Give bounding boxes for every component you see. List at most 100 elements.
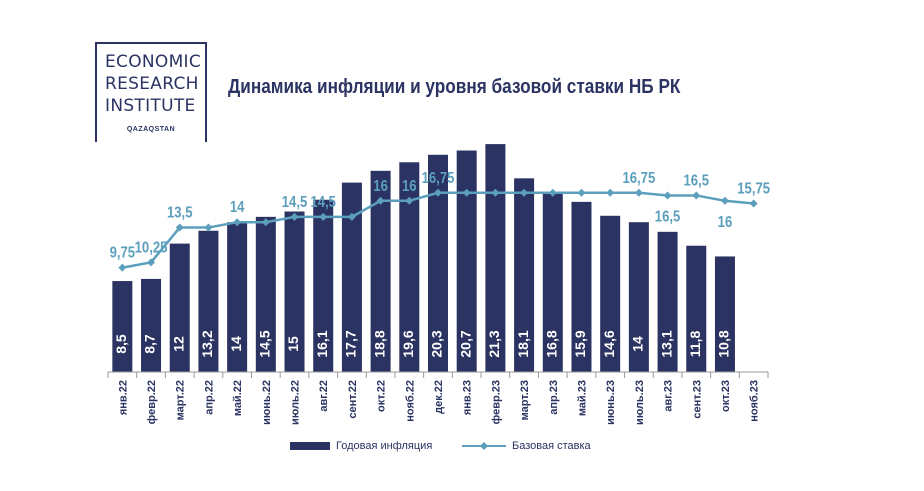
logo: ECONOMIC RESEARCH INSTITUTE QAZAQSTAN	[95, 42, 207, 142]
bar-label-5: 14,5	[257, 330, 273, 357]
bar-label-15: 16,8	[543, 330, 559, 357]
rate-point-5	[261, 218, 270, 227]
bar-label-2: 12	[170, 336, 186, 352]
legend-label-rate: Базовая ставка	[512, 440, 591, 452]
rate-label-20: 16,5	[683, 172, 709, 189]
rate-label-1: 10,25	[135, 239, 168, 256]
rate-point-20	[692, 191, 701, 200]
bar-21	[714, 256, 735, 372]
x-tick-label-4: май.22	[232, 380, 244, 416]
x-tick-label-21: окт.23	[720, 380, 732, 412]
bar-4	[227, 222, 248, 372]
rate-point-3	[204, 223, 213, 232]
bar-7	[313, 199, 334, 372]
rate-point-11	[434, 188, 442, 197]
logo-line-economic: ECONOMIC	[105, 52, 202, 72]
bar-label-7: 16,1	[314, 330, 330, 357]
rate-label-18: 16,75	[622, 170, 655, 187]
legend-line-swatch	[462, 442, 506, 450]
rate-point-15	[548, 188, 557, 197]
bar-19	[657, 231, 678, 372]
rate-label-4: 14	[230, 199, 245, 216]
logo-subtitle: QAZAQSTAN	[126, 126, 176, 133]
x-tick-label-8: сент.22	[347, 380, 359, 419]
bar-label-9: 18,8	[371, 330, 387, 357]
logo-line-research: RESEARCH	[105, 74, 199, 94]
bar-label-8: 17,7	[343, 330, 359, 357]
x-tick-label-3: апр.22	[203, 380, 215, 415]
bar-label-6: 15	[285, 336, 301, 352]
rate-point-12	[462, 188, 471, 197]
bar-12	[456, 150, 477, 372]
bar-3	[198, 230, 219, 372]
bar-label-14: 18,1	[515, 330, 531, 357]
bar-label-13: 21,3	[486, 330, 502, 357]
rate-point-6	[290, 212, 299, 221]
bar-label-12: 20,7	[457, 330, 473, 357]
x-tick-label-14: март.23	[519, 380, 531, 420]
rate-point-22	[749, 199, 758, 208]
x-tick-label-15: апр.23	[548, 380, 560, 415]
x-tick-label-10: нояб.22	[404, 380, 416, 422]
x-tick-label-22: нояб.23	[749, 380, 761, 422]
x-tick-label-12: янв.23	[462, 380, 474, 415]
rate-point-16	[577, 188, 586, 197]
bar-label-4: 14	[228, 336, 244, 352]
rate-label-9: 16	[373, 178, 388, 195]
rate-point-18	[634, 188, 643, 197]
rate-point-13	[491, 188, 500, 197]
rate-label-0: 9,75	[110, 245, 136, 262]
rate-point-1	[147, 258, 156, 267]
rate-point-10	[405, 196, 414, 205]
bar-6	[284, 211, 305, 372]
bar-label-17: 14,6	[601, 330, 617, 357]
x-tick-label-0: янв.22	[117, 380, 129, 415]
chart-title: Динамика инфляции и уровня базовой ставк…	[228, 76, 681, 98]
bar-label-11: 20,3	[429, 330, 445, 357]
rate-label-22: 15,75	[737, 180, 770, 197]
bar-label-1: 8,7	[142, 334, 158, 354]
rate-point-0	[118, 263, 127, 272]
bar-11	[428, 154, 448, 372]
rate-label-10: 16	[402, 178, 417, 195]
legend-item-rate: Базовая ставка	[462, 440, 591, 452]
bar-17	[600, 215, 621, 372]
rate-label-7: 14,5	[310, 194, 336, 211]
rate-point-17	[606, 188, 615, 197]
rate-label-6: 14,5	[282, 194, 308, 211]
bar-14	[514, 178, 535, 372]
bar-1	[141, 278, 162, 372]
rate-label-11: 16,75	[422, 170, 455, 187]
rate-label-2: 13,5	[167, 204, 193, 221]
x-tick-label-5: июнь.22	[261, 380, 273, 425]
x-tick-label-17: июнь.23	[605, 380, 617, 425]
x-tick-label-2: март.22	[175, 380, 187, 420]
bar-label-19: 13,1	[658, 330, 674, 357]
rate-label-21: 16	[718, 214, 733, 231]
bar-label-18: 14	[630, 336, 646, 352]
legend-label-inflation: Годовая инфляция	[336, 440, 433, 452]
rate-label-19: 16,5	[655, 208, 681, 225]
x-tick-label-1: февр.22	[146, 380, 158, 424]
rate-point-7	[319, 212, 328, 221]
bar-15	[542, 192, 563, 372]
bar-0	[112, 281, 133, 372]
legend-bar-swatch	[290, 442, 330, 450]
x-tick-label-11: дек.22	[433, 380, 445, 414]
bar-label-21: 10,8	[716, 330, 732, 357]
bar-8	[341, 182, 362, 372]
bar-label-0: 8,5	[113, 334, 129, 354]
x-tick-label-20: сент.23	[691, 380, 703, 419]
x-tick-label-9: окт.22	[376, 380, 388, 412]
bar-16	[571, 201, 592, 372]
bar-2	[169, 243, 190, 372]
bar-18	[628, 222, 649, 372]
x-tick-label-19: авг.23	[663, 380, 675, 412]
rate-point-14	[520, 188, 529, 197]
bar-label-20: 11,8	[687, 331, 703, 358]
rate-point-19	[663, 191, 672, 200]
logo-line-institute: INSTITUTE	[105, 96, 196, 116]
rate-point-9	[376, 196, 385, 205]
x-tick-label-6: июль.22	[290, 380, 302, 425]
